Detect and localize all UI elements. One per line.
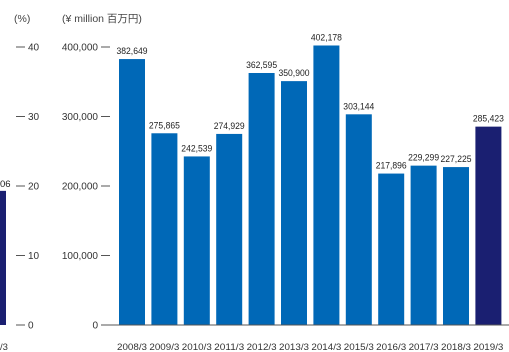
category-label: 2010/3 bbox=[182, 342, 212, 352]
right-tick-label: 300,000 bbox=[62, 112, 99, 123]
left-tick-label: 40 bbox=[28, 43, 40, 54]
category-label: 2013/3 bbox=[279, 342, 309, 352]
bar bbox=[410, 165, 437, 325]
bar-value-label: 275,865 bbox=[149, 120, 180, 131]
bar-value-label: 227,225 bbox=[441, 154, 472, 165]
bar bbox=[248, 72, 275, 325]
partial-bar-category-label: /3 bbox=[0, 342, 8, 352]
bar-value-label: 274,929 bbox=[214, 121, 245, 132]
category-label: 2017/3 bbox=[409, 342, 439, 352]
bar bbox=[119, 59, 145, 325]
bar-value-label: 382,649 bbox=[117, 46, 148, 57]
partial-bar bbox=[0, 190, 6, 325]
partial-bar-value-label: 06 bbox=[0, 179, 11, 190]
category-label: 2018/3 bbox=[441, 342, 471, 352]
bar bbox=[313, 45, 340, 325]
right-axis: (¥ million 百万円) 400,000 300,000 200,000 100… bbox=[62, 13, 142, 332]
bar-value-label: 303,144 bbox=[343, 101, 374, 112]
category-labels: 2008/3 2009/3 2010/3 2011/3 2012/3 2013/3 2014… bbox=[117, 342, 503, 352]
category-label: 2011/3 bbox=[214, 342, 244, 352]
left-tick-label: 10 bbox=[28, 251, 40, 262]
left-axis-unit: (%) bbox=[14, 13, 30, 25]
category-label: 2014/3 bbox=[311, 342, 341, 352]
bar bbox=[183, 156, 210, 325]
right-tick-label: 200,000 bbox=[62, 182, 99, 193]
bar-value-label: 242,539 bbox=[181, 143, 212, 154]
right-tick-label: 0 bbox=[92, 321, 98, 332]
bar-value-label: 362,595 bbox=[246, 60, 277, 71]
bar bbox=[216, 133, 243, 325]
bars bbox=[119, 45, 502, 326]
right-axis-unit: (¥ million 百万円) bbox=[62, 13, 142, 25]
category-label: 2015/3 bbox=[344, 342, 374, 352]
bar bbox=[475, 126, 502, 325]
bar bbox=[281, 81, 307, 325]
category-label: 2008/3 bbox=[117, 342, 147, 352]
category-label: 2019/3 bbox=[473, 342, 503, 352]
bar bbox=[378, 173, 405, 325]
bar bbox=[443, 167, 469, 325]
bar bbox=[151, 133, 178, 325]
left-tick-label: 20 bbox=[28, 182, 40, 193]
bar-value-label: 229,299 bbox=[408, 153, 439, 164]
left-axis: (%) 40 30 20 10 0 bbox=[14, 13, 40, 332]
category-label: 2009/3 bbox=[149, 342, 179, 352]
bar-value-label: 285,423 bbox=[473, 114, 504, 125]
category-label: 2016/3 bbox=[376, 342, 406, 352]
right-tick-label: 100,000 bbox=[62, 251, 99, 262]
partial-bar-group: 06/3 bbox=[0, 179, 11, 352]
category-label: 2012/3 bbox=[247, 342, 277, 352]
left-tick-label: 0 bbox=[28, 321, 34, 332]
bar-value-label: 402,178 bbox=[311, 32, 342, 43]
bar-value-label: 350,900 bbox=[279, 68, 310, 79]
bar bbox=[345, 114, 372, 326]
left-tick-label: 30 bbox=[28, 112, 40, 123]
right-tick-label: 400,000 bbox=[62, 43, 99, 54]
bar-value-label: 217,896 bbox=[376, 161, 407, 172]
